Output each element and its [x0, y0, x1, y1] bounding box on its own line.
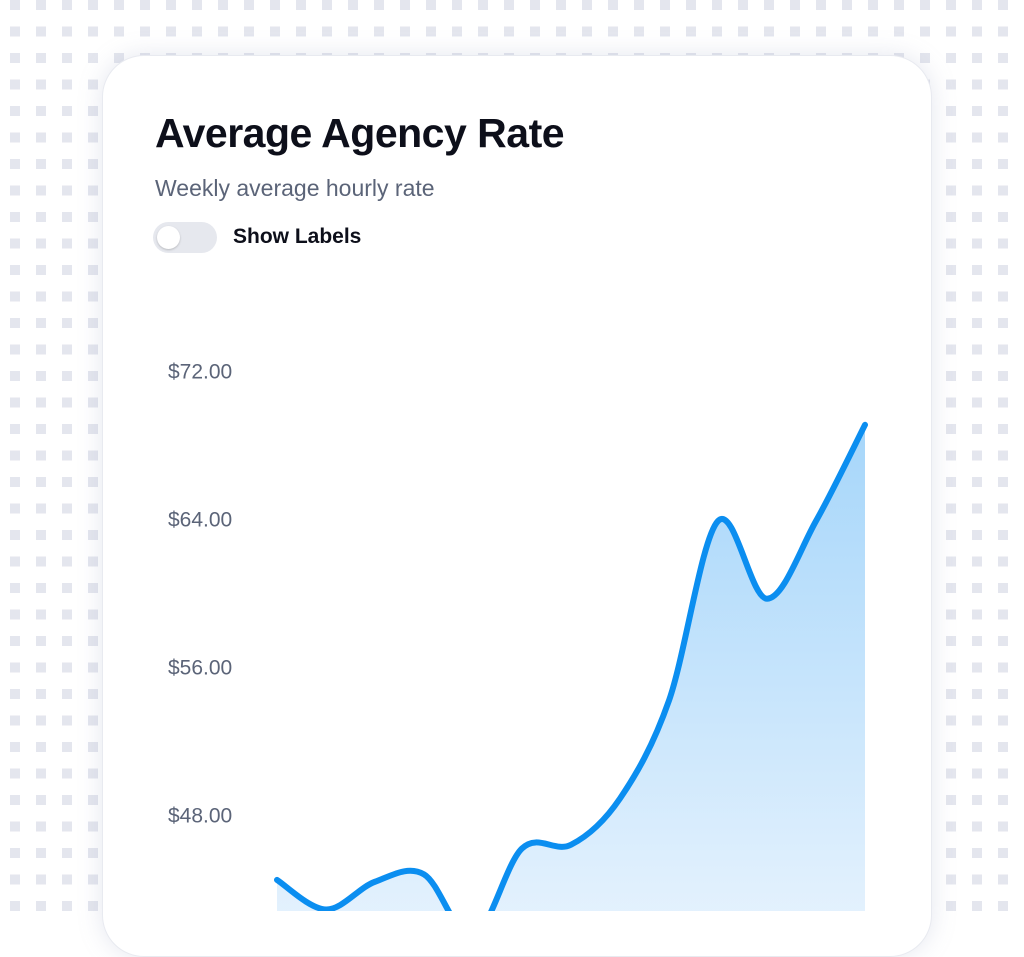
- y-tick-label: $56.00: [168, 657, 232, 680]
- chart-subtitle: Weekly average hourly rate: [155, 175, 435, 201]
- chart-title: Average Agency Rate: [155, 110, 565, 156]
- chart: $48.00 $56.00 $64.00 $72.00: [168, 361, 868, 911]
- y-tick-label: $72.00: [168, 361, 232, 384]
- y-tick-label: $48.00: [168, 805, 232, 828]
- labels-toggle[interactable]: [153, 222, 217, 253]
- toggle-knob[interactable]: [157, 226, 180, 249]
- toggle-label[interactable]: Show Labels: [233, 225, 362, 248]
- line: [274, 421, 868, 911]
- area: [277, 424, 865, 911]
- y-tick-label: $64.00: [168, 509, 232, 532]
